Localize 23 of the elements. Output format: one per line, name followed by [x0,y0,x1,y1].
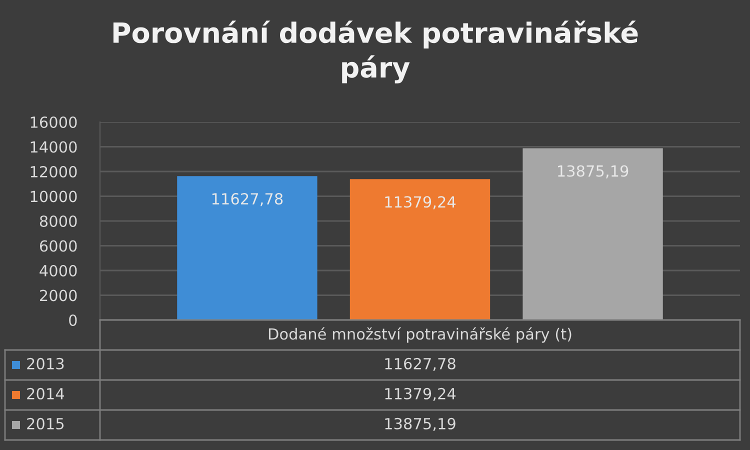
legend-label: 2014 [27,388,64,400]
chart-title: Porovnání dodávek potravinářské páry [113,20,638,84]
legend-label: 2015 [27,418,64,430]
y-tick-label: 6000 [40,240,77,252]
y-tick-label: 12000 [30,166,77,178]
y-tick-label: 16000 [30,116,77,128]
bar [177,176,318,320]
y-tick-label: 4000 [40,264,77,277]
legend-label: 2013 [27,358,64,370]
y-tick-label: 0 [69,314,77,326]
text: 11379,24 [385,388,456,401]
x-tick-label: Dodané množství potravinářské páry (t) [268,327,572,343]
y-tick-label: 14000 [30,141,77,153]
text: 13875,19 [385,418,456,431]
bar [522,148,663,320]
text: 11627,78 [385,358,456,371]
bar [350,179,490,320]
data-label: 11379,24 [385,196,456,210]
data-label: 11627,78 [212,193,283,206]
y-tick-label: 2000 [40,290,77,302]
y-tick-label: 10000 [30,190,77,202]
data-label: 13875,19 [558,165,628,178]
y-tick-label: 8000 [40,215,77,228]
